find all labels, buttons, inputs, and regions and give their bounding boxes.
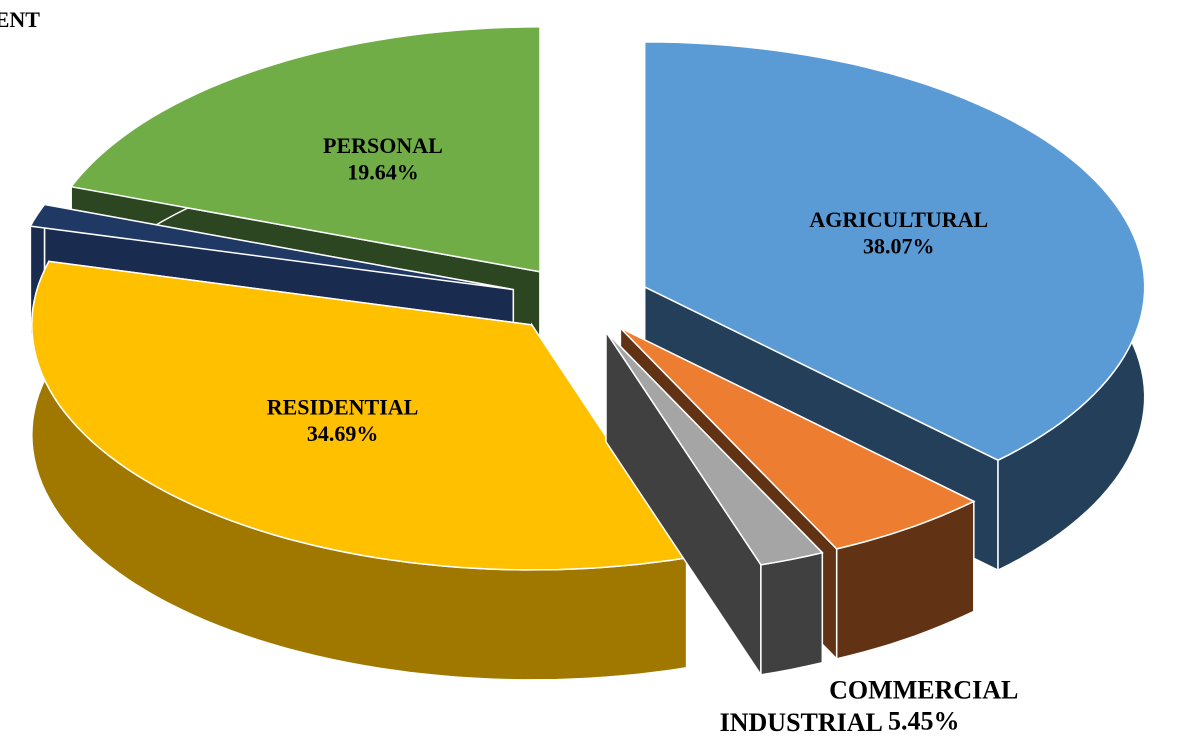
- value-label: 5.45%: [888, 707, 960, 736]
- value-label: 34.69%: [307, 421, 379, 446]
- value-label: 19.64%: [347, 159, 419, 184]
- slice: [31, 260, 688, 571]
- value-label: 38.07%: [863, 234, 935, 259]
- slice-side: [760, 551, 824, 676]
- slice-label: ENT: [0, 7, 40, 32]
- slice: [619, 327, 976, 550]
- slice-label: RESIDENTIAL: [267, 394, 419, 419]
- slice-label: AGRICULTURAL: [809, 207, 988, 232]
- slice-label: COMMERCIAL: [829, 675, 1018, 704]
- slice-label: INDUSTRIAL: [720, 708, 883, 737]
- slice: [29, 203, 514, 291]
- slice: [643, 41, 1146, 462]
- slice-label: PERSONAL: [323, 133, 443, 158]
- slice: [69, 26, 541, 273]
- value-label: 2.14%: [766, 739, 838, 742]
- slice: [605, 331, 824, 566]
